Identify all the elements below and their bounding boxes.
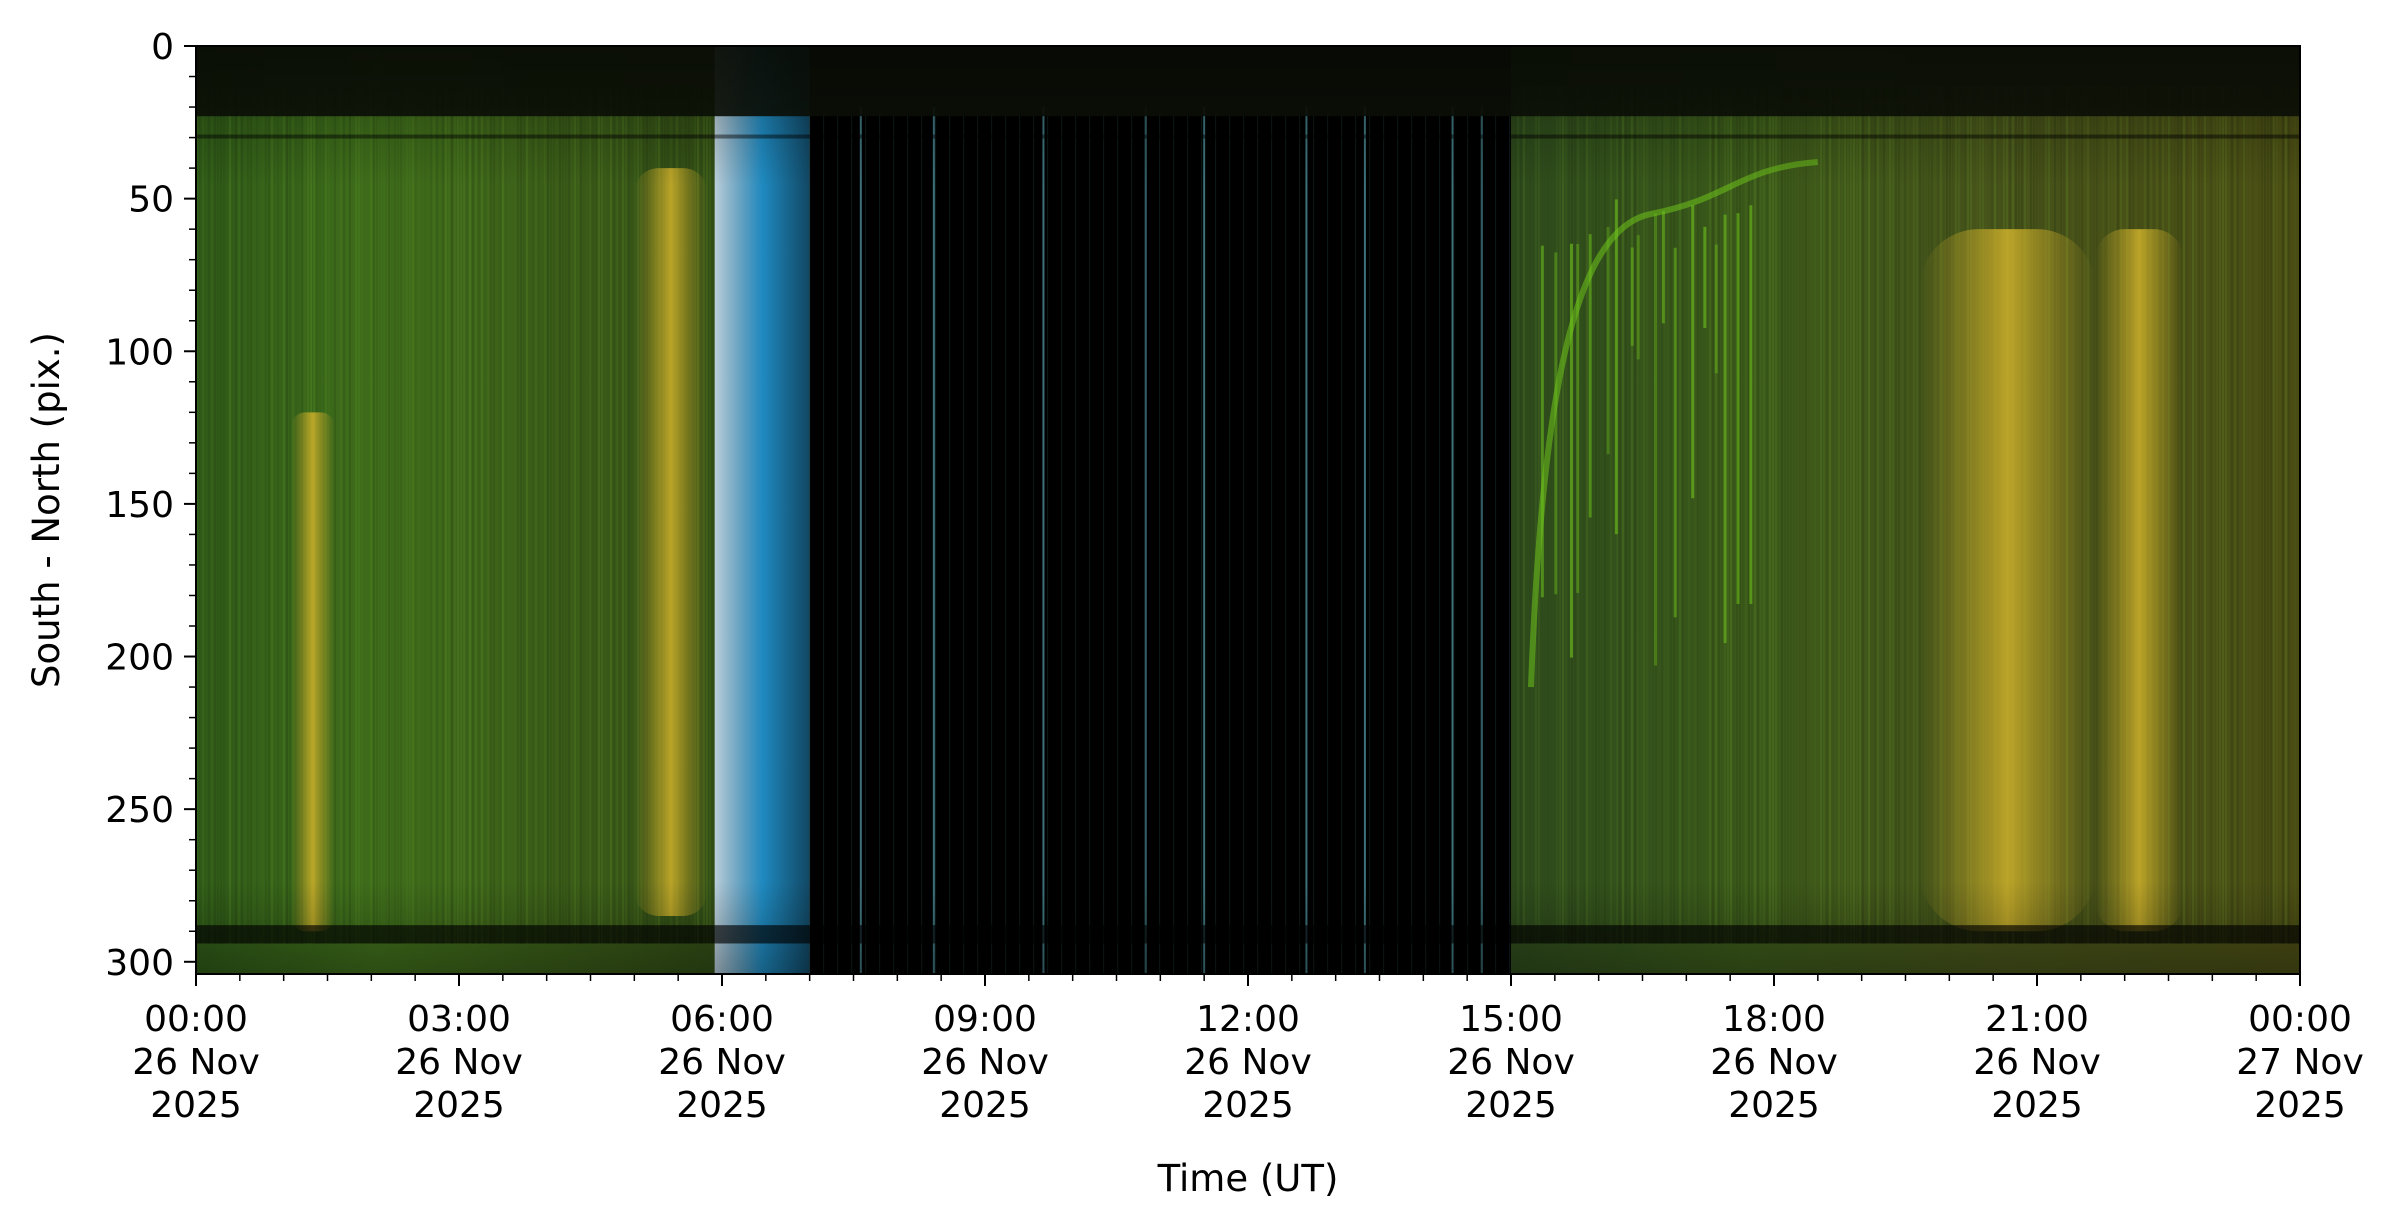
x-tick-label: 2025 [2254, 1085, 2346, 1126]
x-tick-label: 15:00 [1459, 999, 1563, 1040]
x-tick-label: 26 Nov [132, 1042, 260, 1083]
x-tick-label: 2025 [676, 1085, 768, 1126]
x-tick-label: 2025 [1728, 1085, 1820, 1126]
plot-area [196, 46, 2300, 974]
x-tick-label: 27 Nov [2236, 1042, 2364, 1083]
x-tick-label: 26 Nov [1973, 1042, 2101, 1083]
x-tick-label: 26 Nov [1447, 1042, 1575, 1083]
y-tick-label: 250 [105, 790, 174, 831]
x-tick-label: 00:00 [144, 999, 248, 1040]
x-tick-label: 26 Nov [1184, 1042, 1312, 1083]
vertical-shading [196, 46, 2300, 974]
x-tick-label: 26 Nov [395, 1042, 523, 1083]
x-tick-label: 2025 [939, 1085, 1031, 1126]
x-tick-label: 12:00 [1196, 999, 1300, 1040]
x-tick-label: 26 Nov [1710, 1042, 1838, 1083]
y-axis-title: South - North (pix.) [25, 332, 68, 688]
x-axis-title: Time (UT) [1157, 1157, 1339, 1200]
x-tick-label: 03:00 [407, 999, 511, 1040]
y-tick-label: 300 [105, 943, 174, 984]
x-tick-label: 06:00 [670, 999, 774, 1040]
y-axis: 0 50 100 150 200 250 300 [105, 27, 196, 984]
x-tick-label: 18:00 [1722, 999, 1826, 1040]
x-tick-label: 26 Nov [921, 1042, 1049, 1083]
x-tick-label: 00:00 [2248, 999, 2352, 1040]
x-tick-label: 26 Nov [658, 1042, 786, 1083]
x-tick-label: 2025 [413, 1085, 505, 1126]
x-tick-label: 09:00 [933, 999, 1037, 1040]
y-tick-label: 0 [151, 27, 174, 68]
x-tick-label: 2025 [1202, 1085, 1294, 1126]
y-tick-label: 100 [105, 332, 174, 373]
y-tick-label: 200 [105, 638, 174, 679]
x-tick-label: 21:00 [1985, 999, 2089, 1040]
y-tick-label: 50 [128, 180, 174, 221]
x-tick-label: 2025 [1991, 1085, 2083, 1126]
y-tick-label: 150 [105, 485, 174, 526]
x-tick-label: 2025 [150, 1085, 242, 1126]
x-tick-label: 2025 [1465, 1085, 1557, 1126]
